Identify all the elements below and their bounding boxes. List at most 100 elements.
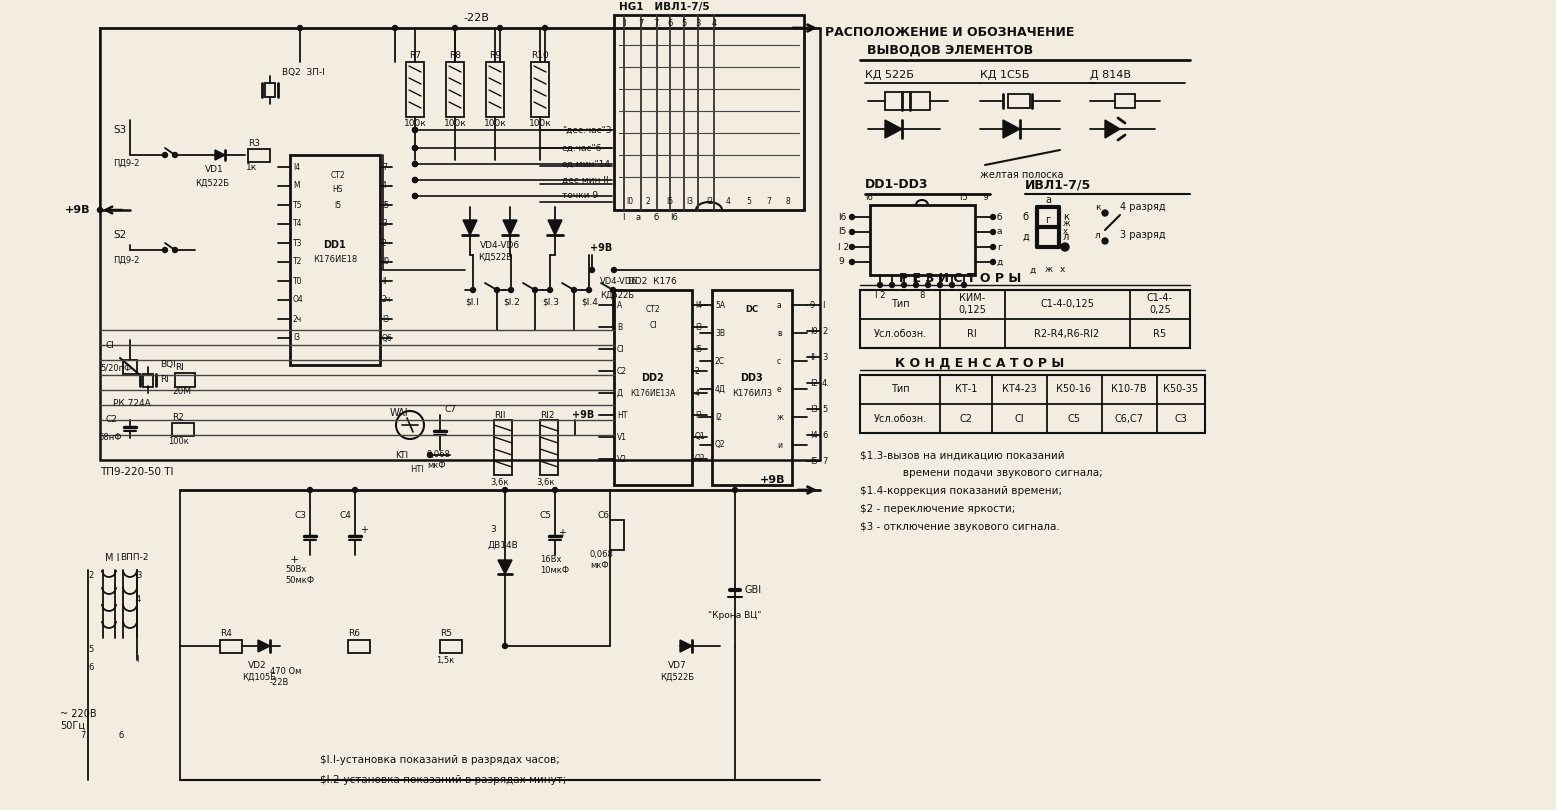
Text: 7: 7 <box>766 198 770 207</box>
Text: I0: I0 <box>626 198 633 207</box>
Text: C6: C6 <box>598 510 610 519</box>
Circle shape <box>938 283 943 288</box>
Bar <box>1008 94 1030 108</box>
Text: а: а <box>1046 195 1050 205</box>
Text: DD3: DD3 <box>741 373 764 383</box>
Text: DC: DC <box>745 305 759 314</box>
Text: 4: 4 <box>696 389 700 398</box>
Text: дес мин II: дес мин II <box>562 176 608 185</box>
Text: б: б <box>997 212 1002 221</box>
Circle shape <box>552 488 557 492</box>
Text: I: I <box>622 214 624 223</box>
Text: M: M <box>293 181 300 190</box>
Text: 2С: 2С <box>716 356 725 365</box>
Circle shape <box>98 207 103 212</box>
Bar <box>406 62 423 117</box>
Text: К176ИЕ13А: К176ИЕ13А <box>630 389 675 398</box>
Text: 5А: 5А <box>716 301 725 309</box>
Circle shape <box>412 127 417 133</box>
Text: д: д <box>997 258 1004 266</box>
Text: c: c <box>776 356 781 365</box>
Circle shape <box>587 288 591 292</box>
Text: 4: 4 <box>383 181 387 190</box>
Polygon shape <box>503 220 517 235</box>
Text: CI: CI <box>104 340 114 349</box>
Circle shape <box>926 283 930 288</box>
Circle shape <box>991 229 996 235</box>
Text: 0,068
мкФ: 0,068 мкФ <box>426 450 451 470</box>
Text: I5: I5 <box>666 198 674 207</box>
Text: $1.3-вызов на индикацию показаний: $1.3-вызов на индикацию показаний <box>860 450 1064 460</box>
Text: R6: R6 <box>349 629 359 638</box>
Text: VD1: VD1 <box>205 165 224 174</box>
Text: RI: RI <box>174 364 184 373</box>
Text: $I.I: $I.I <box>465 297 479 306</box>
Bar <box>247 149 271 162</box>
Text: 3: 3 <box>696 19 700 28</box>
Text: I: I <box>135 655 138 664</box>
Text: I3: I3 <box>811 404 818 413</box>
Text: C5: C5 <box>540 510 552 519</box>
Text: I: I <box>622 19 626 28</box>
Text: л: л <box>1095 231 1100 240</box>
Text: ВПП-2: ВПП-2 <box>120 553 148 562</box>
Text: КД105Б: КД105Б <box>243 672 275 681</box>
Text: +9В: +9В <box>759 475 786 485</box>
Text: 0,068
мкФ: 0,068 мкФ <box>590 550 615 569</box>
Text: ИВЛ1-7/5: ИВЛ1-7/5 <box>1025 178 1091 191</box>
Bar <box>531 62 549 117</box>
Text: RI: RI <box>160 376 170 385</box>
Bar <box>870 205 976 275</box>
Text: R8: R8 <box>450 50 461 59</box>
Text: S3: S3 <box>114 125 126 135</box>
Circle shape <box>850 229 854 235</box>
Text: КИМ-
0,125: КИМ- 0,125 <box>958 293 987 315</box>
Bar <box>860 375 1204 433</box>
Text: C3: C3 <box>296 510 307 519</box>
Bar <box>174 373 194 387</box>
Text: CI: CI <box>1015 414 1024 424</box>
Circle shape <box>913 283 918 288</box>
Text: К176ИЕ18: К176ИЕ18 <box>313 255 358 265</box>
Circle shape <box>412 194 417 198</box>
Text: O4: O4 <box>293 296 303 305</box>
Circle shape <box>412 161 417 167</box>
Text: KTI: KTI <box>395 450 408 459</box>
Text: Д: Д <box>618 389 622 398</box>
Text: R3: R3 <box>247 139 260 148</box>
Text: 2: 2 <box>822 326 828 335</box>
Text: ВЫВОДОВ ЭЛЕМЕНТОВ: ВЫВОДОВ ЭЛЕМЕНТОВ <box>867 44 1033 57</box>
Text: T4: T4 <box>293 220 302 228</box>
Text: S2: S2 <box>114 230 126 240</box>
Text: Q2: Q2 <box>716 441 725 450</box>
Text: 3В: 3В <box>716 329 725 338</box>
Text: ж: ж <box>776 412 784 421</box>
Text: I5: I5 <box>696 344 702 353</box>
Text: к: к <box>1063 212 1069 222</box>
Circle shape <box>991 259 996 265</box>
Text: I4: I4 <box>293 163 300 172</box>
Text: 3,6к: 3,6к <box>535 478 554 487</box>
Text: A: A <box>618 301 622 309</box>
Text: 2ч: 2ч <box>293 314 302 323</box>
Text: 4.: 4. <box>822 378 829 387</box>
Text: 6: 6 <box>89 663 93 672</box>
Text: CT2: CT2 <box>646 305 660 314</box>
Text: 7: 7 <box>638 19 644 28</box>
Text: DD2  К176: DD2 К176 <box>629 278 677 287</box>
Text: 3: 3 <box>822 352 828 361</box>
Text: I3: I3 <box>686 198 692 207</box>
Text: ж: ж <box>1046 266 1053 275</box>
Circle shape <box>297 25 302 31</box>
Text: 3: 3 <box>383 220 387 228</box>
Text: 50Вх
50мкФ: 50Вх 50мкФ <box>285 565 314 585</box>
Circle shape <box>612 267 616 272</box>
Text: и: и <box>776 441 783 450</box>
Text: DD1: DD1 <box>324 240 347 250</box>
Circle shape <box>498 25 503 31</box>
Polygon shape <box>215 150 226 160</box>
Text: б: б <box>1022 212 1029 222</box>
Text: времени подачи звукового сигнала;: времени подачи звукового сигнала; <box>881 468 1103 478</box>
Text: $I.2: $I.2 <box>503 297 520 306</box>
Text: I4: I4 <box>811 430 818 440</box>
